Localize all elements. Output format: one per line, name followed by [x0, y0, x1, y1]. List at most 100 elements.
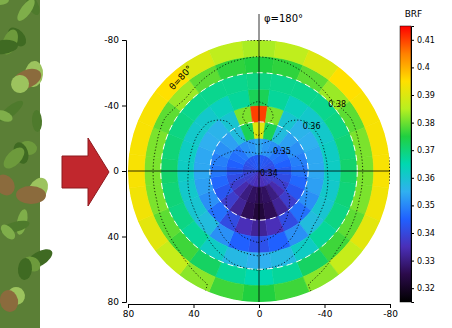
leaf [0, 171, 19, 199]
tick-label: 0 [113, 166, 119, 176]
contour-line [126, 40, 390, 304]
x-axis: 80 40 0 -40 -80 [123, 304, 398, 319]
tick-label: 0 [257, 309, 263, 319]
contour-label: 0.34 [260, 169, 278, 178]
contour-label: 0.35 [273, 147, 291, 156]
azimuth-annotation: φ=180° [264, 13, 303, 24]
tick-mark [411, 178, 414, 179]
tick: 0.33 [411, 257, 435, 266]
heatmap-cell [129, 186, 153, 221]
heatmap-cell [138, 215, 168, 251]
tick: -40 [318, 304, 333, 319]
tick: 0.36 [411, 174, 435, 183]
leaf [0, 222, 18, 242]
heatmap-cell [303, 262, 339, 292]
azimuth-line [259, 14, 260, 302]
leaf [31, 110, 42, 132]
colorbar-axis: 0.32 0.33 0.34 0.35 0.36 0.37 0.38 0.39 0.4 0.41 [411, 27, 435, 303]
tick: -80 [104, 35, 126, 45]
contour-line [126, 40, 390, 304]
tick-label: 0.35 [417, 201, 435, 210]
tick: 0.4 [411, 63, 430, 72]
tick-mark [122, 40, 126, 41]
leaf [0, 108, 14, 124]
tick-label: 0.4 [417, 63, 430, 72]
contour-label: 0.36 [303, 122, 321, 131]
tick-label: -80 [104, 35, 119, 45]
tick: 0.34 [411, 229, 435, 238]
tick-label: 0.38 [417, 119, 435, 128]
leaf [0, 0, 9, 5]
leaf [17, 257, 33, 280]
tick-mark [411, 95, 414, 96]
tick-mark [259, 304, 260, 308]
leaf [0, 38, 19, 56]
heatmap-cell [129, 121, 153, 156]
axis-line [129, 305, 391, 309]
tick: -40 [104, 101, 126, 111]
tick: 0.35 [411, 201, 435, 210]
leaf [0, 144, 28, 172]
tick-label: 0.33 [417, 257, 435, 266]
contour-label: 0.38 [328, 100, 346, 109]
tick-mark [411, 205, 414, 206]
tick: -80 [383, 304, 398, 319]
tick: 40 [108, 232, 126, 242]
tick-label: -40 [104, 101, 119, 111]
tick: 0 [257, 304, 263, 319]
y-axis: -80 -40 0 40 80 [104, 35, 126, 307]
tick-mark [411, 150, 414, 151]
colorbar-axis-line [412, 27, 415, 303]
contour-line [126, 40, 390, 304]
tick-mark [411, 67, 414, 68]
tick-label: 40 [188, 309, 200, 319]
tick-mark [411, 123, 414, 124]
tick: 0.32 [411, 284, 435, 293]
chart: 0.340.350.360.38φ=180°θ=80°80400-40-80-8… [0, 0, 452, 328]
heatmap-cell [350, 91, 380, 127]
tick-label: 0.34 [417, 229, 435, 238]
tick: 0 [113, 166, 126, 176]
tick-mark [411, 288, 414, 289]
axis-line [122, 41, 127, 303]
tick: 0.41 [411, 36, 435, 45]
contour-labels: 0.34 0.35 0.36 0.38 [260, 100, 346, 178]
leaf [0, 288, 20, 313]
colorbar [400, 26, 411, 302]
heatmap-cell [261, 186, 271, 203]
leaf [16, 186, 46, 205]
tick-mark [122, 302, 126, 303]
tick-label: 40 [108, 232, 120, 242]
photo [0, 0, 55, 328]
tick-label: 0.41 [417, 36, 435, 45]
heatmap-cell [274, 277, 309, 301]
heatmap-cell [365, 186, 389, 221]
zenith-annotation: θ=80° [167, 64, 194, 92]
tick-label: -80 [383, 309, 398, 319]
tick-mark [128, 304, 129, 308]
tick: 40 [188, 304, 200, 319]
arrow [62, 138, 109, 206]
tick-label: 0.36 [417, 174, 435, 183]
tick-mark [194, 304, 195, 308]
tick-mark [390, 304, 391, 308]
tick-mark [411, 261, 414, 262]
tick: 0.39 [411, 91, 435, 100]
heatmap-cell [209, 41, 244, 65]
tick-label: 80 [123, 309, 135, 319]
heatmap-cell [209, 277, 244, 301]
tick-mark [122, 106, 126, 107]
heatmap-cell [274, 41, 309, 65]
tick: 80 [123, 304, 135, 319]
tick: 80 [108, 297, 126, 307]
tick: 0.37 [411, 146, 435, 155]
tick-label: 0.37 [417, 146, 435, 155]
tick-mark [411, 40, 414, 41]
tick-mark [122, 237, 126, 238]
tick-mark [411, 233, 414, 234]
leaf [7, 71, 32, 96]
tick-label: 0.32 [417, 284, 435, 293]
tick-label: -40 [318, 309, 333, 319]
contour-line [126, 40, 390, 304]
heatmap-cell [365, 121, 389, 156]
